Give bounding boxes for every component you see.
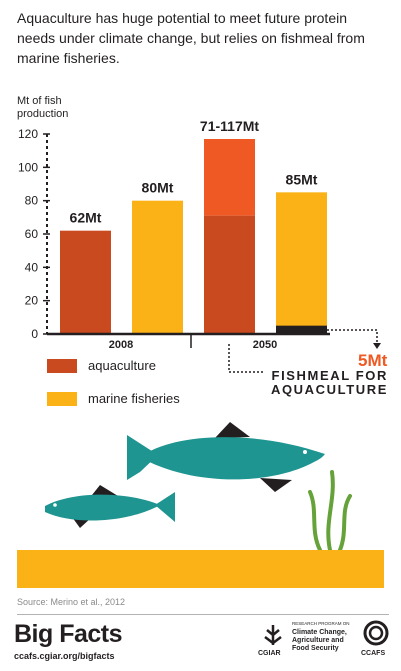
fishmeal-value: 5Mt — [358, 351, 388, 370]
small-fish-eye — [53, 503, 57, 507]
ground-bar — [17, 550, 384, 588]
program-small-label: RESEARCH PROGRAM ON — [292, 621, 350, 626]
bar-value-label: 80Mt — [142, 180, 174, 196]
large-fish-icon — [127, 422, 325, 492]
y-tick-label: 40 — [25, 260, 39, 274]
y-tick-label: 60 — [25, 227, 39, 241]
bar-2008-marine-fisheries — [132, 200, 183, 334]
fishmeal-connector — [327, 329, 378, 344]
ccafs-label: CCAFS — [361, 650, 386, 657]
bar-2050-marine-fisheries — [276, 192, 327, 334]
y-tick-label: 120 — [18, 127, 38, 141]
y-tick-label: 80 — [25, 194, 39, 208]
fishmeal-label: FISHMEAL FOR AQUACULTURE — [270, 368, 388, 397]
seaweed-strand — [326, 470, 335, 552]
source-note: Source: Merino et al., 2012 — [17, 597, 126, 607]
intro-text: Aquaculture has huge potential to meet f… — [17, 10, 365, 66]
fish-production-chart: 0 20 40 60 80 100 120 62Mt 80Mt 71-117Mt 85Mt 200… — [18, 118, 381, 373]
cgiar-logo-icon — [264, 625, 282, 645]
seaweed-strand — [308, 490, 322, 552]
program-name: Climate Change, Agriculture and Food Sec… — [292, 629, 347, 652]
x-group-label: 2008 — [109, 339, 133, 351]
small-fish-body — [45, 494, 160, 521]
large-fish-fin — [260, 478, 292, 492]
small-fish-dorsal-fin — [92, 485, 118, 496]
ccafs-logo-icon — [363, 620, 389, 646]
bar-value-label: 85Mt — [286, 171, 318, 187]
bar-2008-aquaculture — [60, 230, 111, 334]
fish-illustration — [17, 422, 384, 588]
brand-title: Big Facts — [14, 620, 123, 648]
large-fish-body — [140, 437, 325, 480]
legend-label-marine-fisheries: marine fisheries — [88, 391, 180, 406]
bar-2050-aquaculture-low — [204, 215, 255, 334]
large-fish-dorsal-fin — [215, 422, 250, 438]
fishmeal-arrow — [373, 343, 381, 349]
bar-value-label: 71-117Mt — [200, 118, 259, 134]
seaweed-strand — [338, 494, 352, 552]
y-axis-title: Mt of fish production — [17, 95, 69, 120]
small-fish-tail — [155, 492, 175, 522]
large-fish-eye — [303, 450, 307, 454]
site-link[interactable]: ccafs.cgiar.org/bigfacts — [14, 651, 115, 661]
bar-value-label: 62Mt — [70, 210, 102, 226]
small-fish-icon — [45, 485, 175, 528]
y-tick-label: 20 — [25, 294, 39, 308]
cgiar-label: CGIAR — [258, 650, 281, 657]
bar-2050-fishmeal-segment — [276, 325, 327, 334]
seaweed-icon — [308, 470, 352, 552]
legend-swatch-marine-fisheries — [47, 392, 77, 406]
footer-divider — [17, 614, 389, 615]
y-tick-label: 0 — [31, 327, 38, 341]
legend-label-aquaculture: aquaculture — [88, 358, 156, 373]
x-group-label: 2050 — [253, 339, 277, 351]
group-connector — [228, 344, 264, 373]
y-tick-label: 100 — [18, 160, 38, 174]
legend-swatch-aquaculture — [47, 359, 77, 373]
bar-2050-aquaculture-high — [204, 139, 255, 216]
